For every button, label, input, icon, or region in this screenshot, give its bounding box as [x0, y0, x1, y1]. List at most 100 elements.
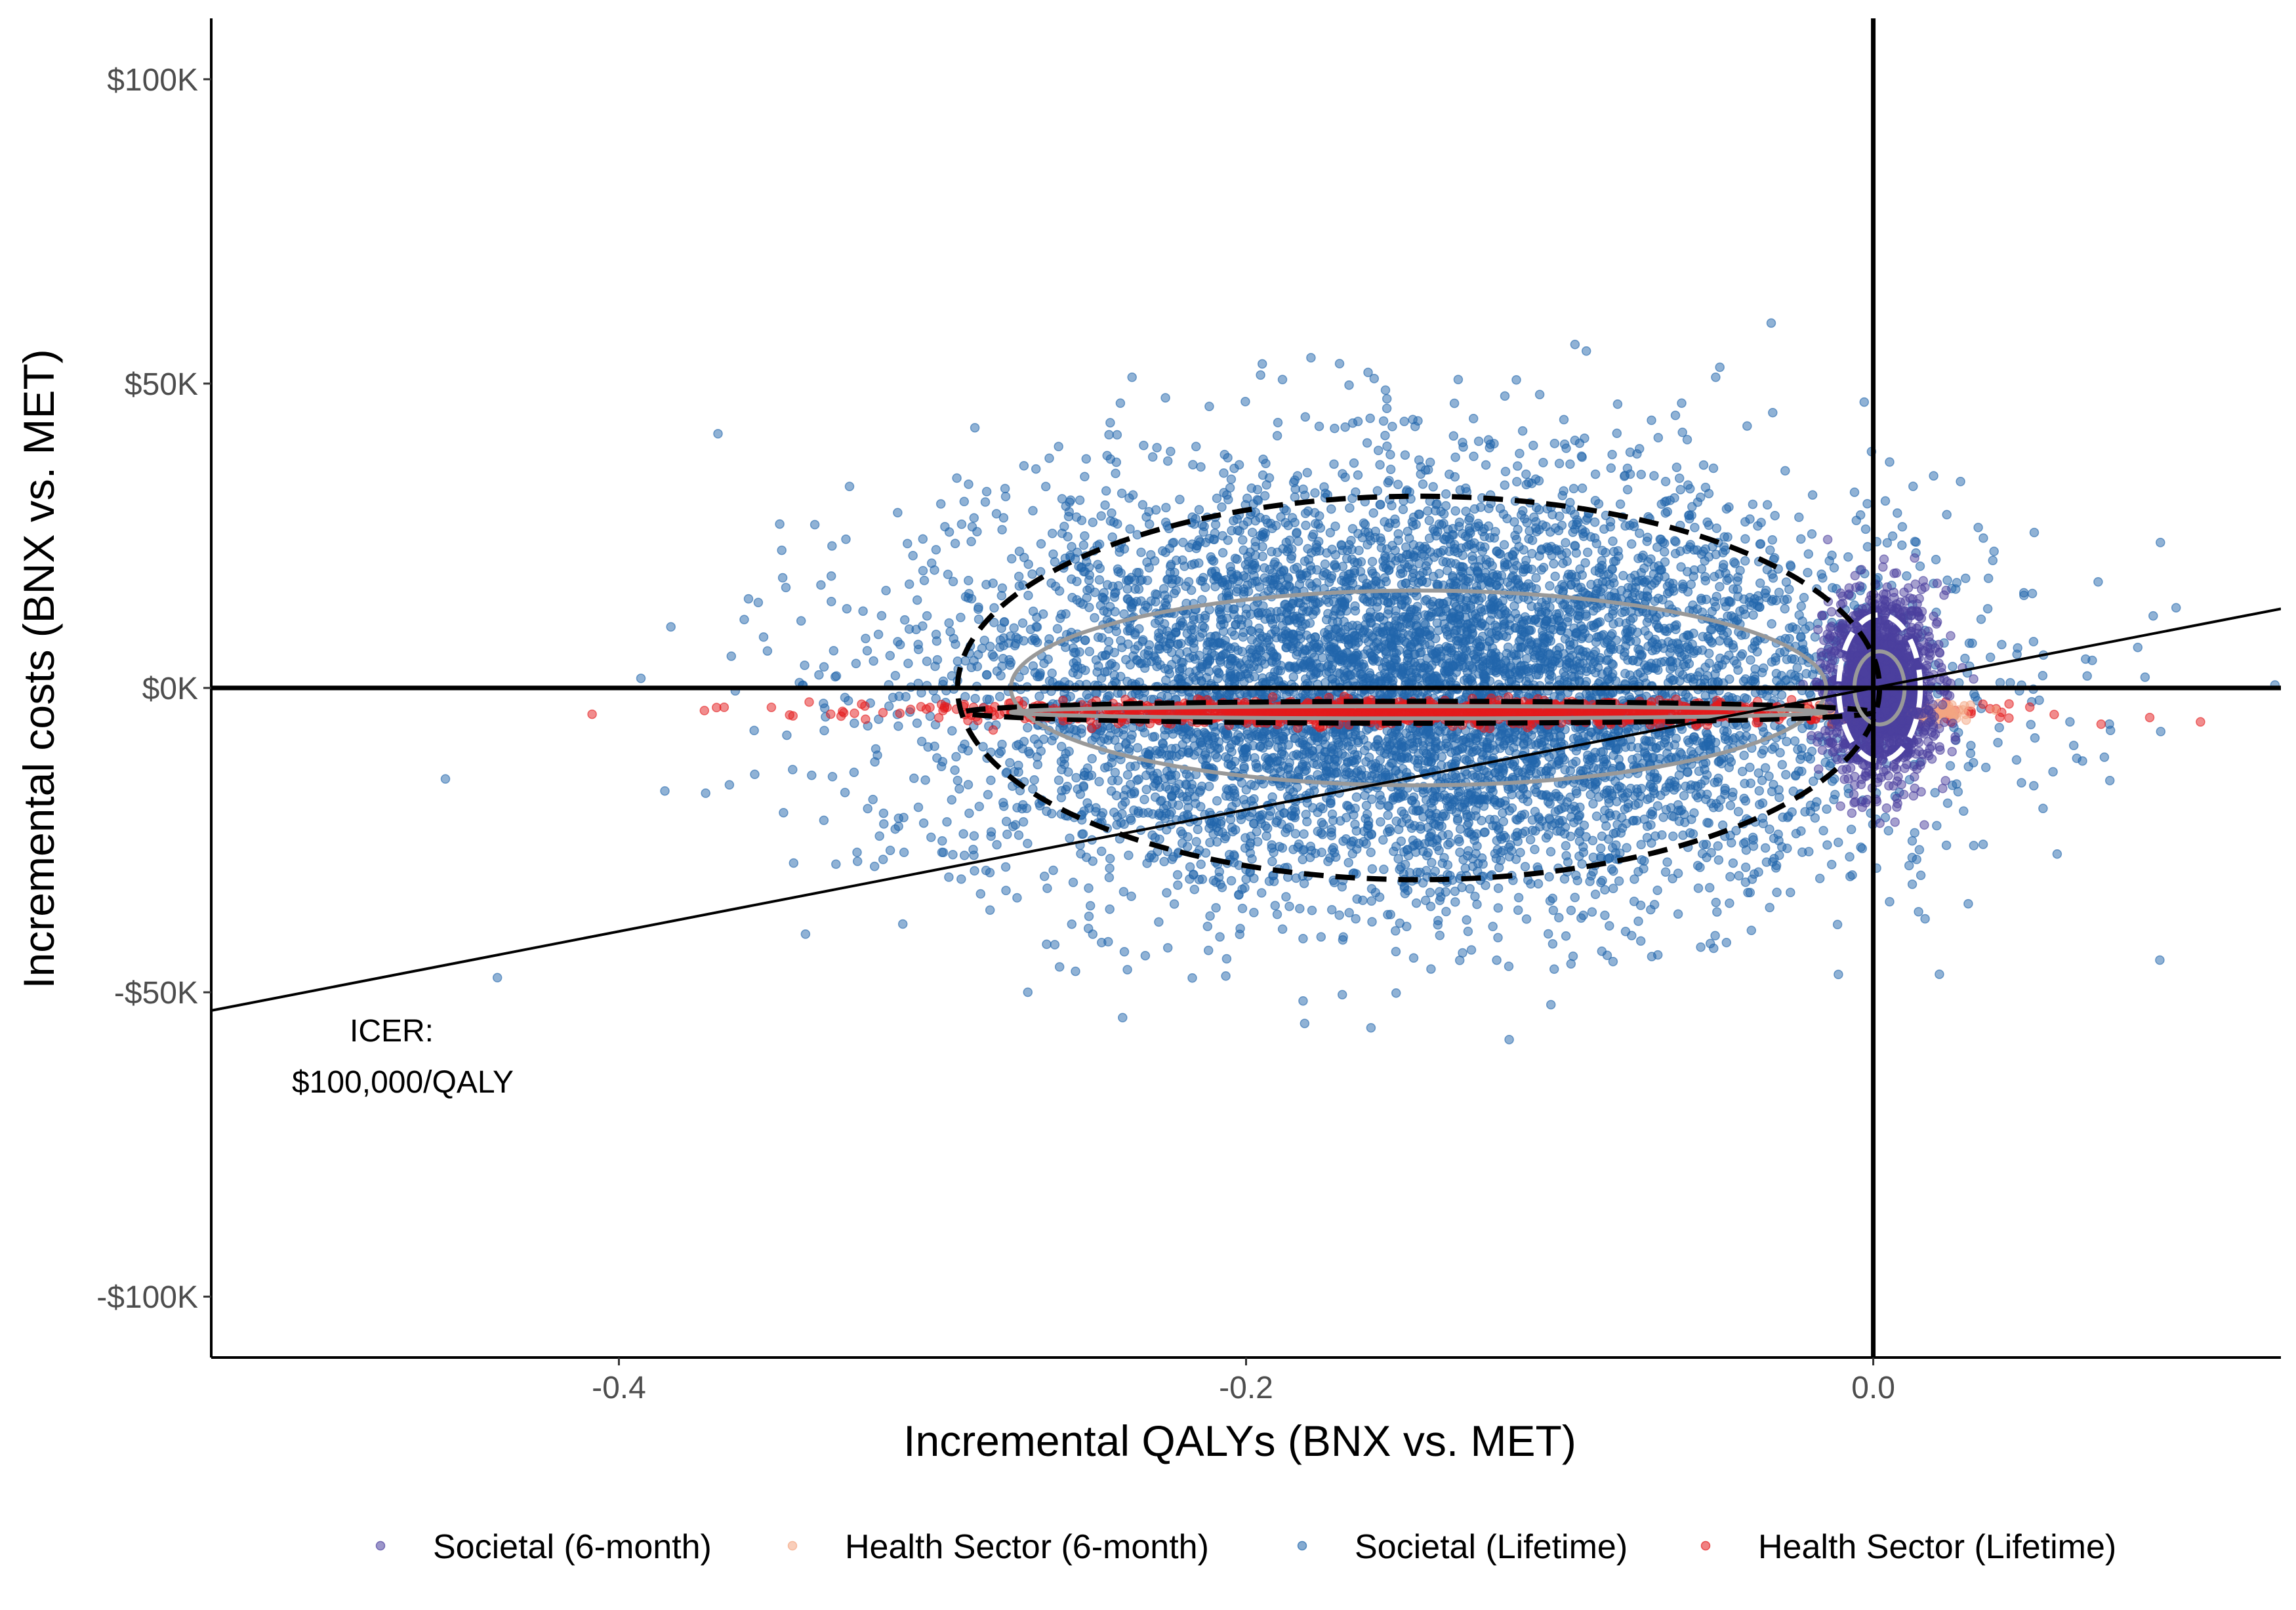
data-point: [1688, 502, 1696, 511]
data-point: [1746, 656, 1755, 664]
data-point: [1474, 859, 1483, 868]
data-point: [1713, 842, 1722, 851]
data-point: [1712, 373, 1720, 382]
data-point: [1037, 540, 1046, 548]
data-point: [828, 542, 836, 550]
data-point: [1185, 578, 1193, 586]
data-point: [1616, 762, 1625, 771]
data-point: [1403, 922, 1411, 931]
data-point: [1564, 858, 1572, 866]
data-point: [1738, 767, 1747, 776]
data-point: [1392, 989, 1401, 997]
data-point: [1133, 776, 1141, 784]
data-point: [797, 616, 806, 625]
data-point: [1100, 735, 1109, 743]
data-point: [937, 848, 946, 856]
data-point: [1101, 668, 1109, 676]
data-point: [1069, 878, 1078, 887]
data-point: [1750, 672, 1759, 680]
data-point: [1178, 830, 1187, 838]
data-point: [989, 579, 997, 588]
data-point: [1956, 477, 1965, 486]
data-point: [1248, 528, 1257, 536]
data-point: [1998, 640, 2006, 649]
data-point: [1671, 411, 1680, 420]
data-point: [754, 598, 762, 607]
data-point: [1477, 503, 1485, 512]
data-point: [1227, 475, 1235, 483]
data-point: [1339, 933, 1347, 941]
data-point: [1702, 853, 1711, 862]
data-point: [1670, 494, 1679, 502]
data-point: [1315, 512, 1324, 520]
data-point: [1065, 834, 1074, 843]
data-point: [1650, 472, 1658, 480]
data-point: [970, 832, 978, 840]
data-point: [1527, 835, 1535, 844]
data-point: [1011, 641, 1019, 650]
data-point: [1067, 920, 1076, 929]
data-point: [1739, 605, 1748, 614]
data-point: [1368, 557, 1377, 566]
data-point: [1613, 400, 1622, 409]
data-point: [905, 580, 914, 588]
data-point: [1239, 748, 1248, 757]
data-point: [1761, 844, 1770, 853]
data-point: [1099, 588, 1108, 597]
data-point: [2070, 741, 2078, 750]
data-point: [970, 866, 979, 875]
data-point: [808, 771, 816, 780]
data-point: [1213, 797, 1221, 805]
data-point: [1823, 841, 1832, 849]
data-point: [1990, 547, 1998, 555]
data-point: [1593, 812, 1601, 820]
data-point: [1647, 416, 1656, 424]
data-point: [1562, 932, 1570, 940]
data-point: [1162, 504, 1170, 512]
data-point: [1153, 443, 1161, 452]
data-point: [1500, 481, 1509, 489]
data-point: [1299, 846, 1307, 855]
data-point: [1845, 853, 1854, 861]
data-point: [1317, 818, 1326, 827]
data-point: [1359, 519, 1368, 527]
data-point: [1669, 832, 1677, 841]
data-point: [661, 787, 669, 795]
data-point: [1186, 863, 1195, 872]
data-point: [1547, 1001, 1555, 1009]
data-point: [1624, 485, 1632, 494]
data-point: [1584, 548, 1592, 557]
data-point: [1819, 826, 1828, 835]
data-point: [910, 774, 918, 782]
data-point: [1766, 546, 1774, 554]
data-point: [1477, 816, 1486, 825]
data-point: [850, 719, 859, 727]
data-point: [1772, 670, 1780, 678]
data-point: [1284, 792, 1292, 801]
data-point: [1725, 574, 1733, 582]
data-point: [1915, 845, 1923, 854]
data-point: [1348, 494, 1357, 503]
data-point: [1231, 826, 1240, 834]
data-point: [914, 803, 923, 812]
data-point: [1729, 585, 1738, 594]
data-point: [891, 672, 899, 680]
data-point: [1151, 793, 1160, 801]
data-point: [953, 474, 961, 483]
data-point: [1236, 924, 1244, 933]
data-point: [1210, 557, 1218, 565]
data-point: [1032, 465, 1040, 473]
data-point: [1239, 536, 1247, 544]
data-point: [1228, 784, 1237, 793]
data-point: [1252, 828, 1261, 836]
data-point: [1657, 566, 1666, 574]
data-point: [1300, 1019, 1309, 1028]
data-point: [924, 743, 932, 752]
data-point: [971, 694, 979, 703]
data-point: [1686, 485, 1694, 493]
data-point: [1795, 513, 1803, 521]
data-point: [1643, 533, 1652, 542]
data-point: [1376, 534, 1385, 542]
data-point: [1816, 874, 1824, 883]
data-point: [1442, 490, 1450, 498]
